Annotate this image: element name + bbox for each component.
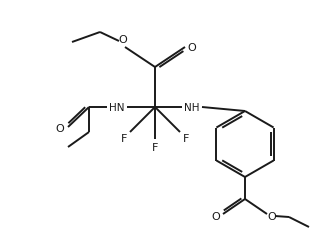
Text: NH: NH xyxy=(184,102,200,113)
Text: O: O xyxy=(188,43,196,53)
Text: O: O xyxy=(268,211,277,221)
Text: O: O xyxy=(119,35,127,45)
Text: HN: HN xyxy=(109,102,125,113)
Text: O: O xyxy=(212,211,220,221)
Text: O: O xyxy=(56,124,64,134)
Text: F: F xyxy=(183,134,189,143)
Text: F: F xyxy=(152,142,158,152)
Text: F: F xyxy=(121,134,127,143)
